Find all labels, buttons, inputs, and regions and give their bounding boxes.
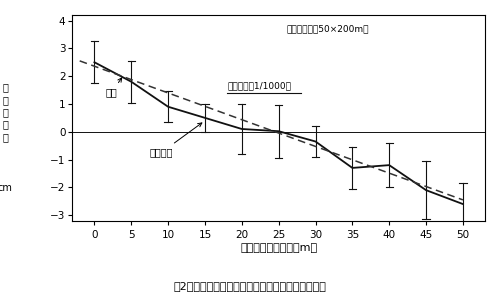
Text: 標準偏差: 標準偏差 (150, 123, 202, 157)
Text: 設定傾斜（1/1000）: 設定傾斜（1/1000） (227, 81, 291, 90)
Text: （実験ほ場　50×200m）: （実験ほ場 50×200m） (286, 25, 368, 34)
Text: 図2　排水方向に傾斜均平した場合の圃場面高低値: 図2 排水方向に傾斜均平した場合の圃場面高低値 (174, 281, 326, 291)
Text: ほ
場
高
低
値: ほ 場 高 低 値 (2, 82, 8, 142)
X-axis label: ほ場短辺方向距離（m）: ほ場短辺方向距離（m） (240, 243, 317, 253)
Text: 平均: 平均 (106, 78, 122, 98)
Text: cm: cm (0, 183, 12, 193)
